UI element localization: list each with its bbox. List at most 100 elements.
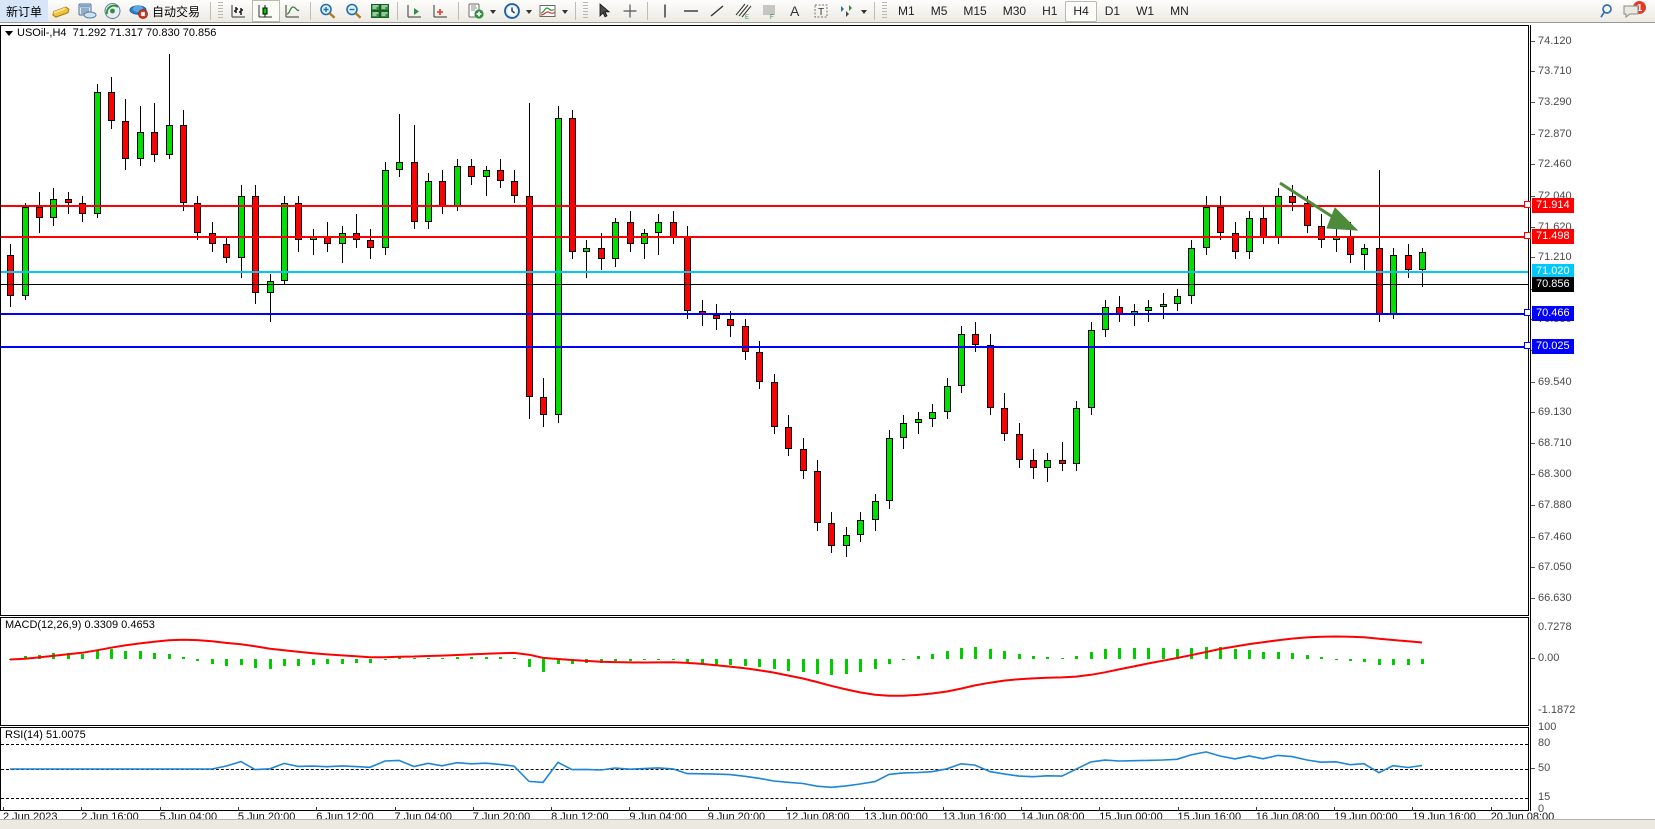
timeframe-d1[interactable]: D1 [1104, 3, 1121, 18]
candle-body [958, 333, 965, 386]
macd-histogram-bar [1363, 659, 1366, 662]
candle-body [785, 426, 792, 449]
crosshair-icon[interactable] [617, 0, 643, 22]
macd-histogram-bar [1075, 656, 1078, 660]
candle-body [1203, 206, 1210, 248]
trend-arrow-annotation[interactable] [1, 26, 1528, 615]
macd-histogram-bar [427, 657, 430, 660]
last-price-line[interactable] [1, 284, 1528, 286]
timeframe-w1[interactable]: W1 [1136, 3, 1155, 18]
price-label-resistance-71498[interactable]: 71.498 [1524, 228, 1574, 244]
price-label-support-70466[interactable]: 70.466 [1524, 305, 1574, 321]
candle-body [151, 132, 158, 155]
candle-body [1174, 296, 1181, 304]
bid-line[interactable] [1, 271, 1528, 274]
price-tick: 67.050 [1531, 561, 1572, 573]
price-label-support-70025[interactable]: 70.025 [1524, 338, 1574, 354]
drag-handle[interactable] [1524, 200, 1531, 208]
resistance-line-71914[interactable] [1, 204, 1528, 207]
timeframe-h4[interactable]: H4 [1065, 0, 1097, 22]
fibonacci-icon[interactable]: F [756, 0, 782, 22]
macd-histogram-bar [456, 657, 459, 660]
macd-histogram-bar [1061, 657, 1064, 660]
vertical-line-icon[interactable] [652, 0, 678, 22]
timeframe-h1[interactable]: H1 [1042, 3, 1058, 18]
price-tick: 72.460 [1531, 158, 1572, 170]
indicators-icon[interactable] [463, 0, 489, 22]
timeframe-m30[interactable]: M30 [1002, 3, 1027, 18]
timeframe-m15[interactable]: M15 [963, 3, 987, 18]
objects-list-icon[interactable] [834, 0, 860, 22]
search-icon[interactable] [1596, 2, 1620, 20]
chevron-down-icon[interactable] [526, 10, 533, 14]
shift-end-icon[interactable] [402, 0, 428, 22]
price-label-resistance-71914[interactable]: 71.914 [1524, 197, 1574, 213]
price-axis[interactable]: 74.120 73.710 73.290 72.870 72.460 72.040 71.6… [1524, 25, 1655, 815]
candle-body [627, 221, 634, 245]
autotrading-button[interactable]: 自动交易 [126, 0, 206, 22]
alerts-icon[interactable] [1620, 2, 1650, 20]
price-tick: 73.290 [1531, 96, 1572, 108]
trendline-icon[interactable] [704, 0, 730, 22]
bar-chart-icon[interactable] [226, 0, 252, 22]
macd-pane[interactable]: MACD(12,26,9) 0.3309 0.4653 [0, 617, 1529, 726]
drag-handle[interactable] [1524, 308, 1531, 316]
signals-icon[interactable] [100, 0, 126, 22]
price-label-last-price-70856[interactable]: 70.856 [1532, 276, 1574, 292]
macd-histogram-bar [1118, 647, 1121, 660]
chevron-down-icon[interactable] [861, 10, 868, 14]
toolbar-grip[interactable] [583, 2, 589, 20]
support-line-70466[interactable] [1, 312, 1528, 315]
rsi-plot[interactable] [1, 728, 1528, 810]
equidistant-channel-icon[interactable]: E [730, 0, 756, 22]
zoom-out-icon[interactable] [341, 0, 367, 22]
toolbar-grip[interactable] [882, 2, 888, 20]
macd-histogram-bar [989, 648, 992, 660]
cursor-icon[interactable] [591, 0, 617, 22]
macd-histogram-bar [729, 659, 732, 666]
new-order-button[interactable]: 新订单 [0, 0, 49, 22]
macd-plot[interactable] [1, 618, 1528, 725]
price-pane[interactable]: USOil-,H4 71.292 71.317 70.830 70.856 [0, 25, 1529, 616]
tile-windows-icon[interactable] [367, 0, 393, 22]
candle-body [7, 255, 14, 297]
timeframe-mn[interactable]: MN [1170, 3, 1189, 18]
rsi-pane[interactable]: RSI(14) 51.0075 [0, 727, 1529, 811]
symbol-header[interactable]: USOil-,H4 71.292 71.317 70.830 70.856 [5, 27, 216, 39]
zoom-in-icon[interactable] [315, 0, 341, 22]
candle-body [367, 240, 374, 248]
macd-histogram-bar [110, 648, 113, 660]
price-label-bid-71020[interactable]: 71.020 [1532, 264, 1574, 280]
toolbar-grip[interactable] [218, 2, 224, 20]
macd-histogram-bar [153, 653, 156, 660]
templates-icon[interactable] [535, 0, 561, 22]
chevron-down-icon[interactable] [490, 10, 497, 14]
horizontal-line-icon[interactable] [678, 0, 704, 22]
timeframe-m5[interactable]: M5 [930, 3, 948, 18]
drag-handle[interactable] [1524, 341, 1531, 349]
timeframe-m1[interactable]: M1 [898, 3, 915, 18]
candle-body [1030, 460, 1037, 468]
periods-icon[interactable] [499, 0, 525, 22]
candle-wick [356, 214, 357, 248]
chevron-down-icon[interactable] [5, 30, 13, 36]
drag-handle[interactable] [1524, 231, 1531, 239]
data-window-icon[interactable] [74, 0, 100, 22]
resistance-line-71498[interactable] [1, 235, 1528, 238]
candle-wick [1047, 452, 1048, 483]
candle-body [295, 203, 302, 241]
candle-body [425, 180, 432, 222]
text-icon[interactable]: A [782, 0, 808, 22]
line-chart-icon[interactable] [280, 0, 306, 22]
macd-histogram-bar [441, 658, 444, 660]
candlestick-chart-icon[interactable] [252, 0, 281, 22]
support-line-70025[interactable] [1, 345, 1528, 348]
auto-scroll-icon[interactable] [428, 0, 454, 22]
text-label-icon[interactable]: T [808, 0, 834, 22]
chevron-down-icon[interactable] [562, 10, 569, 14]
macd-histogram-bar [1335, 658, 1338, 660]
price-plot[interactable] [1, 26, 1528, 615]
expert-advisor-icon[interactable] [48, 0, 74, 22]
candle-body [36, 206, 43, 219]
macd-histogram-bar [758, 659, 761, 668]
